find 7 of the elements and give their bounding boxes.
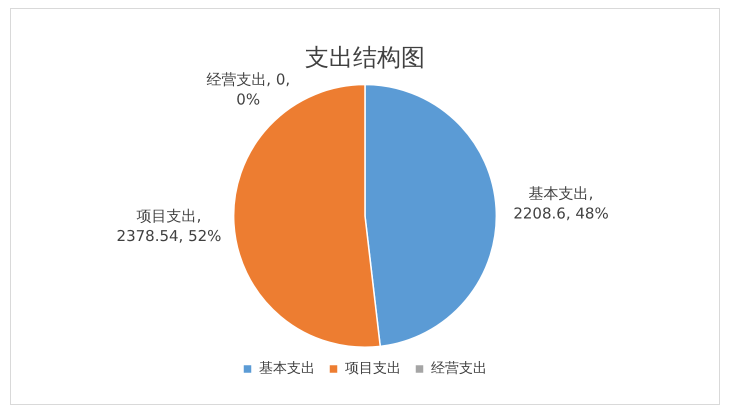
legend-label: 项目支出 — [345, 360, 401, 377]
legend-label: 经营支出 — [431, 360, 487, 377]
data-label: 项目支出, 2378.54, 52% — [116, 207, 222, 246]
text: 经营支出, 0, 0% — [206, 70, 290, 108]
chart-title: 支出结构图 — [305, 44, 425, 72]
legend-label: 基本支出 — [259, 360, 315, 377]
data-label: 基本支出, 2208.6, 48% — [513, 184, 609, 222]
